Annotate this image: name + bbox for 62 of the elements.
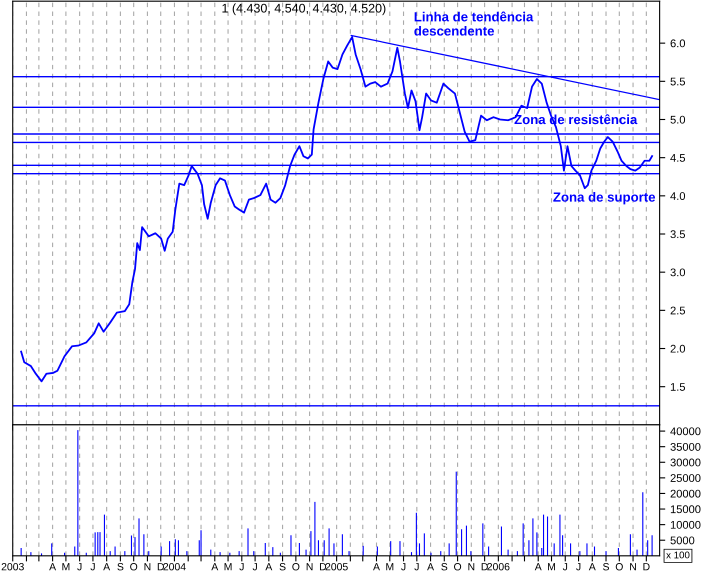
x-tick-label: A: [265, 563, 272, 570]
x-tick-label: J: [252, 563, 257, 570]
x-tick-label: 2004: [163, 563, 186, 570]
annotation: Linha de tendência descendente: [414, 11, 534, 36]
x-tick-label: N: [468, 563, 474, 570]
x-tick-label: O: [616, 563, 623, 570]
y-tick-label: 2.5: [670, 306, 686, 314]
x-tick-label: D: [643, 563, 650, 570]
chart-title: 1 (4.430, 4.540, 4.430, 4.520): [222, 3, 386, 16]
y-tick-label: 15000: [670, 505, 701, 514]
y-tick-label: 6.0: [670, 39, 686, 48]
y-tick-label: 5.5: [670, 78, 686, 86]
x-tick-label: O: [292, 563, 300, 570]
y-tick-label: 25000: [670, 474, 701, 482]
x-tick-label: S: [603, 563, 610, 570]
x-tick-label: O: [130, 563, 138, 570]
x-tick-label: M: [62, 563, 70, 570]
annotation: Zona de suporte: [553, 192, 656, 204]
y-tick-label: 10000: [670, 520, 701, 529]
x-tick-label: M: [386, 563, 394, 570]
x-tick-label: D: [482, 563, 488, 570]
x-tick-label: J: [414, 563, 419, 570]
x-tick-label: A: [373, 563, 380, 570]
x-tick-label: M: [548, 563, 555, 570]
x-tick-label: J: [90, 563, 95, 570]
y-tick-label: 40000: [670, 427, 701, 436]
x-tick-label: J: [401, 563, 406, 570]
text: x 100: [666, 552, 690, 558]
x-tick-label: A: [211, 563, 218, 570]
x-tick-label: A: [103, 563, 110, 570]
x-tick-label: A: [588, 563, 596, 570]
y-tick-label: 4.5: [670, 154, 686, 162]
y-tick-label: 5.0: [670, 116, 686, 124]
x-tick-label: N: [144, 563, 150, 570]
x-tick-label: A: [49, 563, 56, 570]
y-tick-label: 3.5: [670, 230, 686, 238]
x-tick-label: 2003: [2, 563, 24, 570]
x-tick-label: D: [158, 563, 164, 570]
x-tick-label: J: [77, 563, 82, 570]
y-tick-label: 3.0: [670, 268, 686, 276]
x-tick-label: 2005: [326, 563, 348, 570]
x-tick-label: 2006: [487, 563, 510, 570]
x-tick-label: A: [534, 563, 542, 570]
x-tick-label: J: [562, 563, 568, 570]
y-tick-label: 35000: [670, 442, 701, 451]
x-tick-label: N: [306, 563, 313, 570]
y-tick-label: 4.0: [670, 192, 686, 200]
y-tick-label: 20000: [670, 490, 701, 498]
y-tick-label: 1.5: [670, 383, 686, 391]
y-tick-label: 5000: [670, 536, 694, 544]
x-tick-label: S: [117, 563, 124, 570]
x-tick-label: M: [224, 563, 232, 570]
x-tick-label: A: [427, 563, 434, 570]
x-tick-label: J: [239, 563, 244, 570]
x-tick-label: S: [441, 563, 448, 570]
y-tick-label: 30000: [670, 458, 701, 466]
x-tick-label: D: [320, 563, 326, 570]
x-tick-label: S: [280, 563, 286, 570]
x-tick-label: O: [454, 563, 462, 570]
y-tick-label: 2.0: [670, 344, 686, 353]
x-tick-label: N: [630, 563, 636, 570]
x-tick-label: J: [576, 563, 580, 570]
